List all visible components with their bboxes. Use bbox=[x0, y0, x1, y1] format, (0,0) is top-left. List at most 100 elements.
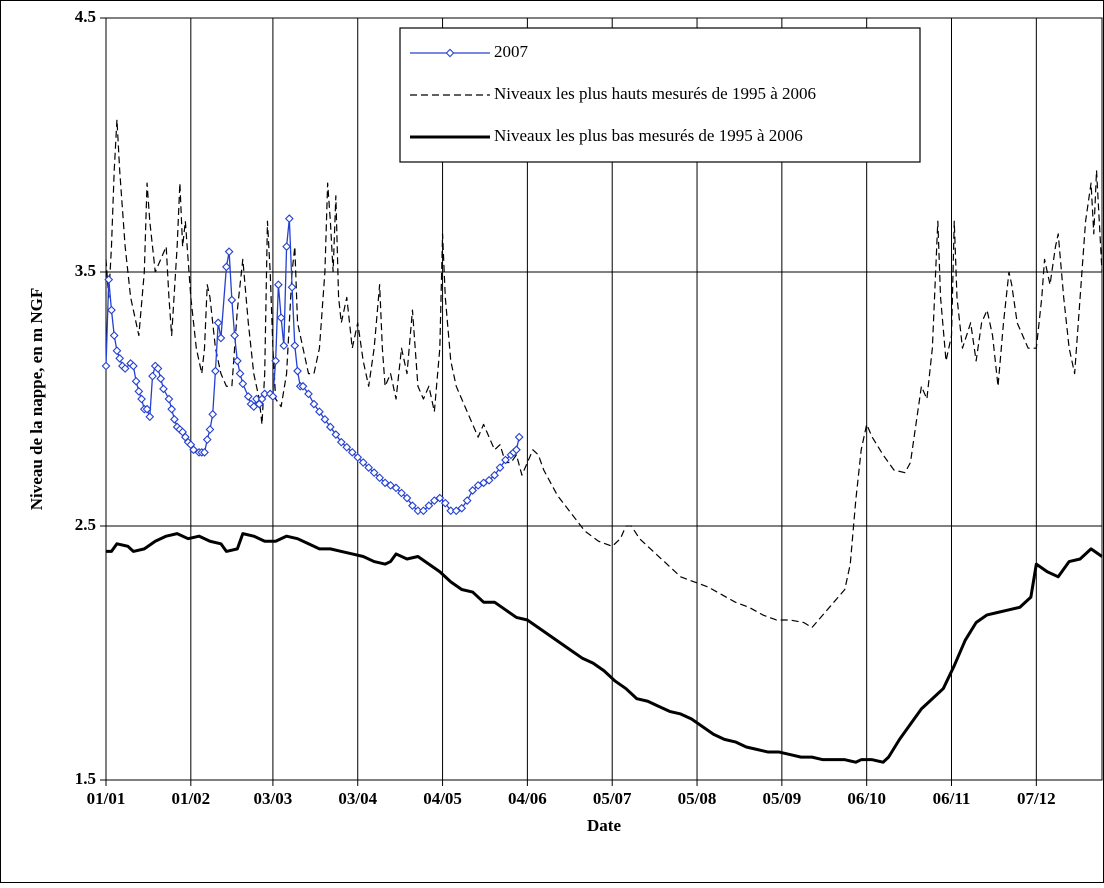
data-point bbox=[402, 493, 412, 503]
data-point bbox=[211, 366, 220, 376]
legend-label: Niveaux les plus bas mesurés de 1995 à 2… bbox=[494, 126, 803, 145]
data-point bbox=[479, 478, 488, 488]
data-point bbox=[156, 374, 166, 384]
x-tick-label: 06/11 bbox=[933, 789, 971, 808]
legend-box bbox=[399, 27, 921, 163]
data-point bbox=[134, 387, 144, 396]
data-point bbox=[290, 341, 300, 351]
data-point bbox=[386, 480, 395, 490]
data-point bbox=[249, 402, 259, 411]
data-point bbox=[331, 430, 341, 439]
data-point bbox=[101, 361, 111, 371]
data-point bbox=[293, 366, 302, 376]
data-point bbox=[104, 275, 114, 284]
data-point bbox=[200, 447, 209, 457]
data-point bbox=[107, 305, 116, 315]
data-point bbox=[424, 501, 434, 511]
data-point bbox=[320, 414, 330, 424]
data-point bbox=[224, 247, 234, 257]
data-point bbox=[375, 473, 385, 483]
data-point bbox=[115, 353, 125, 363]
data-point bbox=[408, 501, 417, 511]
x-tick-label: 01/01 bbox=[87, 789, 126, 808]
data-point bbox=[457, 503, 467, 513]
data-point bbox=[514, 432, 524, 442]
x-tick-label: 03/04 bbox=[338, 789, 377, 808]
data-point bbox=[137, 394, 146, 404]
x-axis-title: Date bbox=[587, 816, 621, 835]
x-tick-label: 03/03 bbox=[254, 789, 293, 808]
data-point bbox=[159, 384, 168, 394]
x-tick-label: 01/02 bbox=[171, 789, 210, 808]
x-tick-label: 05/07 bbox=[593, 789, 632, 808]
data-point bbox=[112, 346, 122, 356]
data-point bbox=[131, 376, 141, 386]
x-tick-label: 05/08 bbox=[678, 789, 717, 808]
data-point bbox=[202, 435, 212, 445]
data-point bbox=[342, 442, 352, 452]
data-point bbox=[495, 463, 505, 472]
x-tick-label: 04/05 bbox=[423, 789, 462, 808]
data-point bbox=[148, 371, 157, 381]
x-tick-label: 04/06 bbox=[508, 789, 547, 808]
data-point bbox=[232, 356, 242, 366]
y-tick-label: 1.5 bbox=[75, 769, 96, 788]
data-point bbox=[164, 394, 174, 404]
data-point bbox=[120, 364, 130, 373]
data-point bbox=[145, 412, 155, 422]
data-point bbox=[109, 331, 119, 340]
data-point bbox=[142, 404, 152, 414]
data-point bbox=[298, 381, 308, 391]
data-point bbox=[205, 425, 215, 434]
data-point bbox=[235, 369, 245, 378]
data-point bbox=[451, 506, 461, 516]
data-point bbox=[128, 361, 138, 371]
data-point bbox=[216, 333, 226, 343]
data-point bbox=[222, 262, 231, 272]
data-point bbox=[347, 447, 357, 457]
legend-marker bbox=[445, 48, 455, 58]
data-point bbox=[391, 483, 401, 493]
data-point bbox=[276, 313, 286, 323]
data-point bbox=[309, 399, 319, 409]
data-point bbox=[325, 422, 335, 432]
data-point bbox=[397, 488, 406, 498]
data-point bbox=[284, 214, 294, 224]
data-point bbox=[512, 445, 521, 455]
y-tick-label: 3.5 bbox=[75, 261, 96, 280]
legend-label: 2007 bbox=[494, 42, 529, 61]
data-point bbox=[336, 437, 346, 447]
data-point bbox=[315, 407, 324, 417]
data-point bbox=[435, 493, 445, 503]
data-point bbox=[468, 486, 478, 495]
data-point bbox=[473, 480, 483, 490]
data-point bbox=[484, 475, 494, 485]
data-point bbox=[462, 496, 472, 505]
data-point bbox=[208, 409, 218, 419]
data-point bbox=[419, 506, 428, 516]
series-line bbox=[105, 119, 1103, 629]
data-point bbox=[167, 404, 177, 414]
y-tick-label: 2.5 bbox=[75, 515, 96, 534]
y-tick-label: 4.5 bbox=[75, 7, 96, 26]
legend-label: Niveaux les plus hauts mesurés de 1995 à… bbox=[494, 84, 816, 103]
data-point bbox=[380, 478, 390, 488]
data-point bbox=[243, 392, 253, 401]
data-point bbox=[304, 389, 313, 399]
data-point bbox=[358, 458, 368, 467]
data-point bbox=[429, 496, 439, 505]
series-line bbox=[106, 532, 1103, 764]
data-point bbox=[271, 356, 281, 366]
data-point bbox=[170, 414, 179, 424]
data-point bbox=[279, 341, 289, 351]
data-point bbox=[153, 364, 163, 373]
x-tick-label: 05/09 bbox=[762, 789, 801, 808]
data-point bbox=[287, 282, 297, 292]
data-point bbox=[282, 242, 291, 251]
data-point bbox=[501, 455, 510, 465]
x-tick-label: 06/10 bbox=[847, 789, 886, 808]
data-point bbox=[238, 379, 248, 389]
data-point bbox=[369, 468, 379, 478]
data-point bbox=[213, 318, 223, 328]
